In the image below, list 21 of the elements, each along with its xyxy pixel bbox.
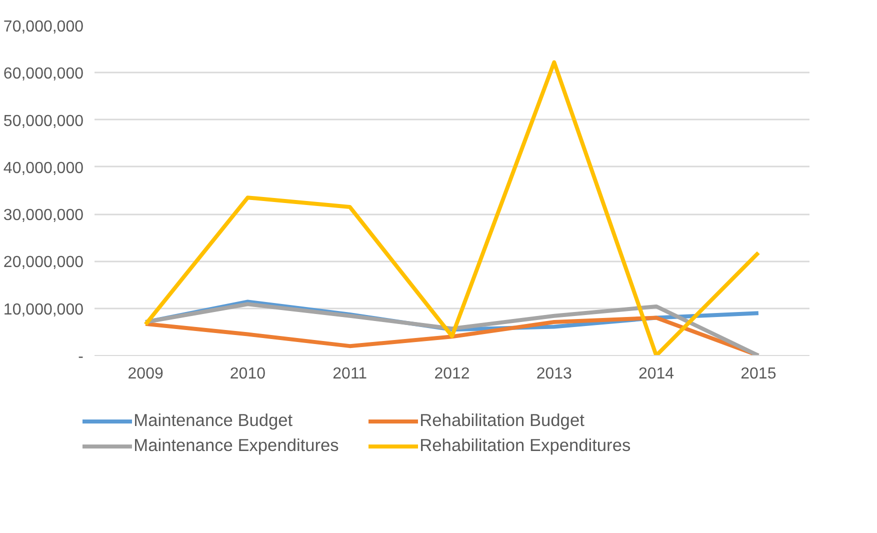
- y-tick-label: 30,000,000: [3, 207, 84, 224]
- y-tick-label: -: [78, 348, 84, 366]
- line-series: [144, 60, 760, 356]
- x-tick-label: 2011: [332, 366, 368, 382]
- x-tick-label: 2009: [128, 366, 164, 382]
- y-tick-label: 50,000,000: [3, 112, 84, 130]
- y-tick-label: 20,000,000: [3, 254, 84, 272]
- y-tick-label: 70,000,000: [3, 18, 84, 36]
- y-tick-label: 10,000,000: [3, 301, 84, 318]
- x-tick-label: 2012: [434, 366, 470, 382]
- y-tick-label: 40,000,000: [3, 160, 84, 177]
- x-tick-label: 2014: [638, 366, 674, 382]
- legend-label: Rehabilitation Budget: [420, 410, 586, 431]
- x-tick-label: 2015: [740, 366, 776, 382]
- legend-label: Maintenance Budget: [134, 410, 294, 431]
- x-tick-label: 2013: [536, 366, 572, 382]
- legend-label: Maintenance Expenditures: [134, 435, 340, 456]
- y-tick-label: 60,000,000: [3, 66, 84, 83]
- line-series: [144, 302, 760, 356]
- x-tick-label: 2010: [230, 366, 266, 382]
- legend-label: Rehabilitation Expenditures: [420, 435, 632, 456]
